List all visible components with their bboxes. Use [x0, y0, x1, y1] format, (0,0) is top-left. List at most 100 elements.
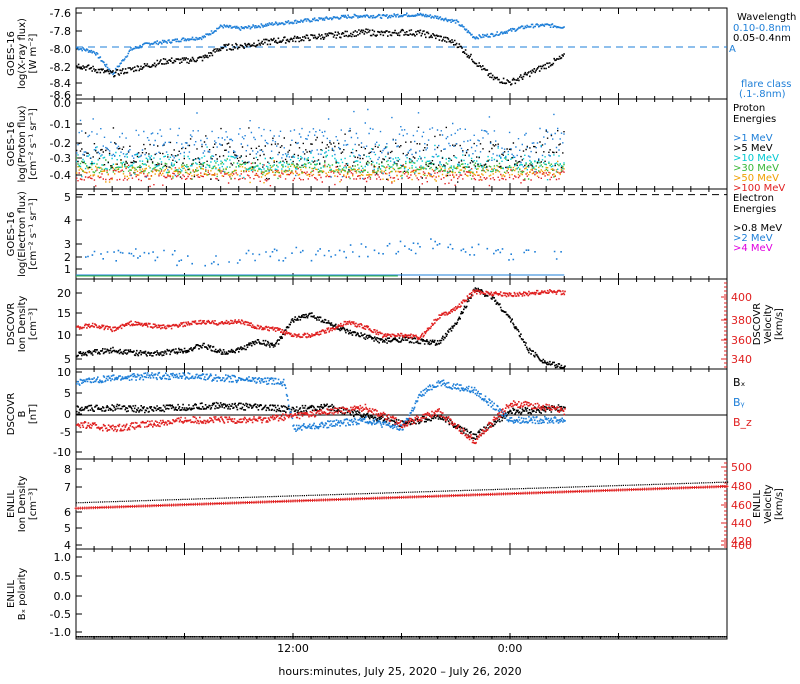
- y-tick-label: 2: [64, 251, 71, 264]
- panel-enlil_polarity: 1.0 0.5 0.0 -0.5 -1.0 ENLIL Bₓ polarity: [6, 548, 728, 640]
- y-tick-label: 0.5: [54, 570, 72, 583]
- legend-entry: 0.05-0.4nm: [733, 33, 791, 44]
- y-tick-label: -10: [53, 446, 71, 459]
- y-tick-label: 1: [64, 263, 71, 276]
- y-tick-label: 20: [57, 287, 71, 300]
- electron-data: [76, 194, 727, 277]
- y-tick-label: -0.4: [50, 169, 71, 182]
- dscovr-b-data: [76, 371, 727, 445]
- y-tick-label: 3: [64, 238, 71, 251]
- right-y-axis-label: Velocity: [763, 484, 774, 523]
- y-tick-label: -0.1: [50, 118, 71, 131]
- y-axis-label: Ion Density: [17, 476, 28, 533]
- legend-entry: >0.8 MeV: [733, 223, 782, 234]
- y-tick-label: -8.0: [50, 43, 71, 56]
- y-tick-label: 10: [57, 329, 71, 342]
- x-axis-label: hours:minutes, July 25, 2020 – July 26, …: [278, 665, 521, 678]
- legend-entry: >1 MeV: [733, 133, 773, 144]
- y-axis-label: ENLIL: [6, 490, 17, 518]
- y-axis-label: DSCOVR: [6, 393, 17, 436]
- y-axis-label: Bₓ polarity: [17, 568, 28, 621]
- enlil-density-data: [74, 481, 729, 510]
- panel-dscovr_b: 10 5 0 -5 -10 DSCOVR B [nT] Bₓ Bᵧ B_z: [6, 366, 752, 460]
- right-y-tick-label: 500: [731, 461, 752, 474]
- y-axis-label: [cm⁻² s⁻¹ sr⁻¹]: [28, 108, 39, 180]
- legend-title: Energies: [733, 204, 776, 215]
- flare-marker: A: [729, 44, 736, 55]
- electron-series-2MeV: [85, 238, 562, 267]
- y-axis-label: log(Proton flux): [17, 105, 28, 182]
- legend-title: Proton: [733, 103, 765, 114]
- y-tick-label: -7.6: [50, 7, 71, 20]
- xray-series-1: [76, 28, 565, 86]
- legend-entry: >50 MeV: [733, 173, 779, 184]
- y-axis-label: Ion Density: [17, 296, 28, 353]
- right-y-tick-label: 440: [731, 517, 752, 530]
- legend-entry: B_z: [733, 416, 752, 429]
- y-tick-label: 7: [64, 481, 71, 494]
- flare-legend: (.1-.8nm): [739, 89, 786, 100]
- y-tick-label: 8: [64, 463, 71, 476]
- b-series-0: [76, 401, 566, 440]
- y-tick-label: 5: [64, 353, 71, 366]
- y-axis-label: DSCOVR: [6, 303, 17, 346]
- panel-proton: 0.0 -0.1 -0.2 -0.3 -0.4 GOES-16 log(Proton flu…: [6, 97, 785, 194]
- y-tick-label: -7.8: [50, 25, 71, 38]
- y-tick-label: 15: [57, 307, 71, 320]
- right-y-tick-label: 420: [731, 535, 752, 548]
- y-axis-label: [nT]: [28, 404, 39, 424]
- right-y-axis-label: [km/s]: [774, 308, 785, 340]
- dscovr-density-data: [76, 287, 566, 369]
- enlil-density-series: [76, 481, 729, 504]
- legend-entry: >4 MeV: [733, 243, 773, 254]
- y-tick-label: 10: [57, 366, 71, 379]
- right-y-tick-label: 360: [731, 334, 752, 347]
- legend-entry: >10 MeV: [733, 153, 779, 164]
- panel-frame: [75, 368, 728, 460]
- y-axis-label: [cm⁻³]: [28, 488, 39, 520]
- panel-electron: 5 4 321 GOES-16 log(Electron flux) [cm⁻² s⁻¹ …: [6, 188, 782, 280]
- proton-data: [76, 108, 565, 188]
- right-y-axis-label: ENLIL: [752, 490, 763, 518]
- y-tick-label: 0.0: [54, 590, 72, 603]
- proton-series-0: [76, 162, 565, 188]
- flare-legend: flare class: [741, 79, 791, 90]
- y-tick-label: 5: [64, 387, 71, 400]
- y-axis-label: B: [17, 410, 28, 417]
- right-y-axis-label: [km/s]: [774, 488, 785, 520]
- y-tick-label: -8.6: [50, 89, 71, 102]
- y-axis-label: log(Electron flux): [17, 191, 28, 277]
- right-y-tick-label: 400: [731, 539, 752, 552]
- proton-series-3: [76, 144, 565, 181]
- b-series-2: [76, 400, 566, 445]
- legend-entry: >5 MeV: [733, 143, 773, 154]
- y-tick-label: 0.0: [54, 97, 72, 110]
- enlil-polarity-data: [76, 636, 727, 638]
- y-tick-label: -0.5: [50, 608, 71, 621]
- y-tick-label: 5: [64, 522, 71, 535]
- legend-entry: >100 MeV: [733, 183, 785, 194]
- y-axis-label: [cm⁻² s⁻¹ sr⁻¹]: [28, 198, 39, 270]
- y-tick-label: -1.0: [50, 626, 71, 639]
- y-tick-label: -0.2: [50, 137, 71, 150]
- right-y-tick-label: 480: [731, 480, 752, 493]
- y-axis-label: [W m⁻²]: [28, 33, 39, 73]
- y-tick-label: -0.3: [50, 152, 71, 165]
- xray-data: [76, 12, 727, 86]
- y-axis-label: [cm⁻³]: [28, 308, 39, 340]
- y-tick-label: -8.4: [50, 77, 71, 90]
- panel-frame: [75, 7, 728, 100]
- right-y-axis-label: Velocity: [763, 304, 774, 343]
- y-tick-label: -8.2: [50, 61, 71, 74]
- right-y-axis-label: DSCOVR: [752, 303, 763, 346]
- panel-xray: -7.6 -7.8 -8.0 -8.2 -8.4-8.6 GOES-16 log(X-ray…: [6, 7, 796, 102]
- legend-entry: 0.10-0.8nm: [733, 23, 791, 34]
- legend-title: Wavelength: [737, 12, 796, 23]
- enlil-polarity-series: [76, 636, 727, 638]
- y-tick-label: 4: [64, 539, 71, 552]
- enlil-velocity-series: [74, 484, 729, 510]
